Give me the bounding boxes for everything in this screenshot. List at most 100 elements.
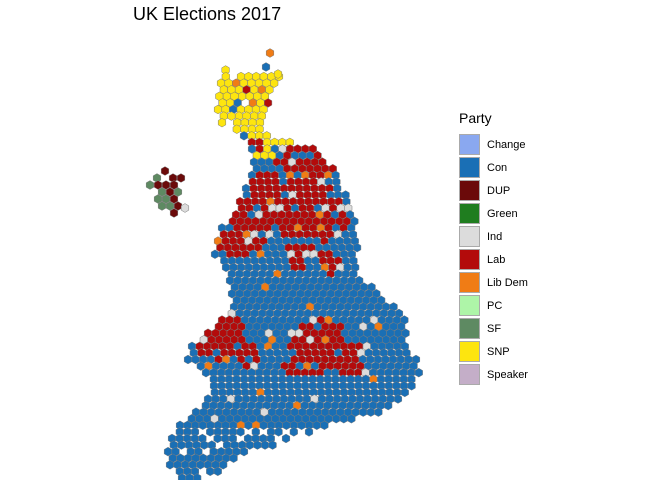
constituency-hex bbox=[239, 446, 249, 457]
legend-label: Lab bbox=[487, 253, 506, 266]
hex-map bbox=[145, 48, 423, 480]
constituency-hex bbox=[247, 144, 257, 154]
constituency-hex bbox=[274, 427, 283, 437]
constituency-hex bbox=[345, 210, 355, 220]
constituency-hex bbox=[320, 420, 329, 431]
constituency-hex bbox=[157, 187, 167, 197]
constituency-hex bbox=[176, 173, 186, 183]
constituency-hex bbox=[253, 440, 262, 450]
constituency-hex bbox=[221, 262, 231, 273]
constituency-hex bbox=[377, 295, 386, 305]
legend-swatch bbox=[459, 364, 480, 385]
constituency-hex bbox=[171, 446, 180, 457]
constituency-hex bbox=[397, 321, 406, 332]
constituency-hex bbox=[245, 440, 254, 450]
legend-item-lab: Lab bbox=[459, 248, 528, 271]
constituency-hex bbox=[177, 440, 186, 450]
constituency-hex bbox=[198, 420, 207, 431]
constituency-hex bbox=[173, 187, 183, 197]
legend-swatch bbox=[459, 203, 480, 224]
constituency-hex bbox=[318, 157, 327, 167]
constituency-hex bbox=[400, 315, 409, 325]
constituency-hex bbox=[407, 374, 416, 384]
constituency-hex bbox=[400, 387, 409, 398]
constituency-hex bbox=[367, 282, 376, 292]
constituency-hex bbox=[297, 420, 306, 431]
legend-item-dup: DUP bbox=[459, 179, 528, 202]
legend-item-snp: SNP bbox=[459, 340, 528, 363]
constituency-hex bbox=[341, 190, 350, 200]
constituency-hex bbox=[161, 194, 171, 204]
legend-label: SF bbox=[487, 322, 502, 335]
constituency-hex bbox=[262, 131, 271, 141]
constituency-hex bbox=[163, 446, 173, 457]
constituency-hex bbox=[200, 440, 209, 450]
legend-label: SNP bbox=[487, 345, 510, 358]
constituency-hex bbox=[353, 242, 362, 253]
legend: Party Change Con DUP Green Ind Lab Lib D… bbox=[459, 110, 528, 386]
constituency-hex bbox=[372, 289, 381, 299]
constituency-hex bbox=[255, 124, 264, 134]
constituency-hex bbox=[328, 164, 337, 174]
constituency-hex bbox=[260, 91, 269, 102]
constituency-hex bbox=[213, 433, 222, 444]
constituency-hex bbox=[169, 180, 179, 190]
legend-item-pc: PC bbox=[459, 294, 528, 317]
legend-item-change: Change bbox=[459, 133, 528, 156]
constituency-hex bbox=[165, 187, 175, 197]
legend-item-ind: Ind bbox=[459, 225, 528, 248]
constituency-hex bbox=[233, 98, 242, 108]
constituency-hex bbox=[304, 427, 314, 437]
constituency-hex bbox=[190, 427, 200, 437]
constituency-hex bbox=[213, 104, 223, 115]
constituency-hex bbox=[217, 117, 227, 128]
legend-label: Green bbox=[487, 207, 518, 220]
legend-swatch bbox=[459, 249, 480, 270]
constituency-hex bbox=[232, 124, 241, 134]
constituency-hex bbox=[153, 180, 163, 190]
legend-item-speaker: Speaker bbox=[459, 363, 528, 386]
constituency-hex bbox=[169, 208, 179, 218]
constituency-hex bbox=[265, 85, 274, 95]
constituency-hex bbox=[312, 420, 321, 431]
constituency-hex bbox=[201, 367, 211, 378]
constituency-hex bbox=[210, 249, 220, 259]
legend-swatch bbox=[459, 295, 480, 316]
legend-swatch bbox=[459, 341, 480, 362]
constituency-hex bbox=[282, 420, 291, 431]
constituency-hex bbox=[414, 367, 423, 378]
constituency-hex bbox=[384, 400, 393, 411]
constituency-hex bbox=[273, 69, 283, 79]
constituency-hex bbox=[169, 194, 179, 204]
legend-swatch bbox=[459, 180, 480, 201]
constituency-hex bbox=[165, 460, 175, 470]
constituency-hex bbox=[366, 407, 375, 417]
legend-label: Speaker bbox=[487, 368, 528, 381]
constituency-hex bbox=[347, 414, 356, 424]
legend-title: Party bbox=[459, 110, 492, 126]
constituency-hex bbox=[225, 275, 235, 286]
constituency-hex bbox=[261, 62, 271, 72]
constituency-hex bbox=[239, 131, 249, 141]
legend-label: DUP bbox=[487, 184, 511, 197]
legend-label: Con bbox=[487, 161, 508, 174]
constituency-hex bbox=[165, 201, 175, 211]
constituency-hex bbox=[180, 203, 190, 213]
constituency-hex bbox=[191, 354, 200, 365]
legend-item-lib-dem: Lib Dem bbox=[459, 271, 528, 294]
legend-item-con: Con bbox=[459, 156, 528, 179]
constituency-hex bbox=[359, 407, 368, 417]
constituency-hex bbox=[332, 414, 341, 424]
constituency-hex bbox=[185, 473, 194, 480]
constituency-hex bbox=[173, 201, 183, 211]
constituency-hex bbox=[219, 460, 228, 470]
constituency-hex bbox=[153, 194, 163, 204]
constituency-hex bbox=[196, 361, 205, 371]
legend-item-green: Green bbox=[459, 202, 528, 225]
constituency-hex bbox=[161, 180, 171, 190]
constituency-hex bbox=[194, 446, 203, 457]
constituency-hex bbox=[264, 98, 273, 108]
constituency-hex bbox=[281, 433, 291, 444]
legend-swatch bbox=[459, 157, 480, 178]
constituency-hex bbox=[331, 170, 340, 180]
